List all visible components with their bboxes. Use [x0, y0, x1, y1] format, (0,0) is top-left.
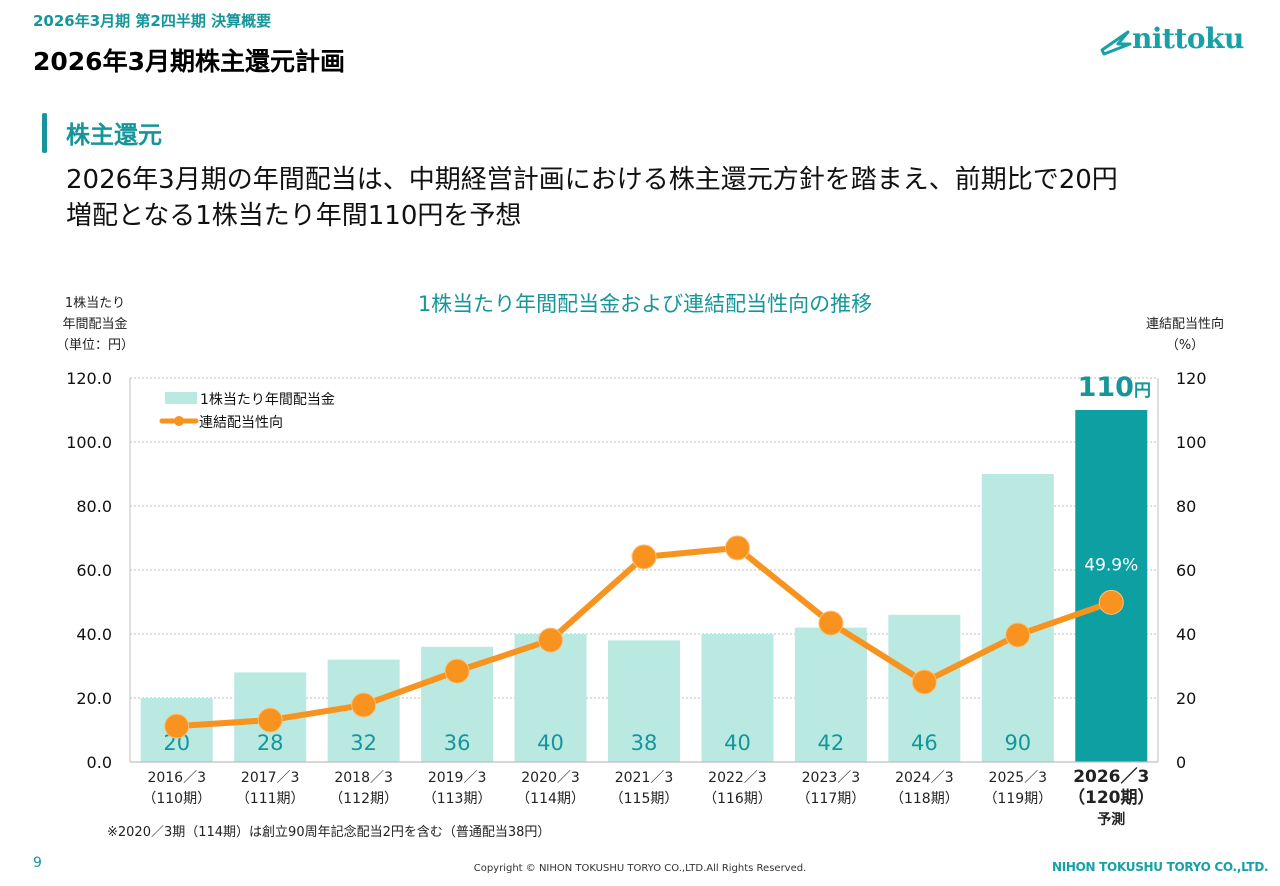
bar-value-label: 42 — [818, 731, 845, 755]
bar — [794, 627, 867, 762]
y-axis-left-label-line: 年間配当金 — [62, 317, 128, 332]
bar — [1075, 410, 1148, 762]
payout-ratio-point — [444, 658, 470, 684]
x-tick-year: 2026／3 — [1073, 766, 1149, 787]
y-tick-left: 40.0 — [76, 625, 112, 644]
y-tick-left: 120.0 — [66, 369, 112, 388]
bar — [608, 640, 680, 762]
y-axis-right-label-line: （%） — [1165, 338, 1205, 353]
x-tick-period: （117期） — [797, 791, 866, 807]
y-tick-right: 100 — [1176, 433, 1207, 452]
y-tick-right: 60 — [1176, 561, 1196, 580]
x-tick-year: 2017／3 — [241, 770, 300, 786]
x-tick-period: （110期） — [142, 791, 211, 807]
copyright: Copyright © NIHON TOKUSHU TORYO CO.,LTD.… — [473, 863, 807, 874]
lead-text: 2026年3月期の年間配当は、中期経営計画における株主還元方針を踏まえ、前期比で… — [66, 162, 1246, 234]
bar-value-label: 28 — [257, 731, 284, 755]
logo-mark-icon — [1100, 30, 1132, 56]
y-tick-left: 0.0 — [87, 753, 112, 772]
x-tick-period: （111期） — [236, 791, 305, 807]
x-tick-period: （116期） — [703, 791, 772, 807]
copyright-wrap: Copyright © NIHON TOKUSHU TORYO CO.,LTD.… — [0, 863, 1280, 874]
legend-line-marker — [174, 416, 184, 426]
lead-line-1: 2026年3月期の年間配当は、中期経営計画における株主還元方針を踏まえ、前期比で… — [66, 165, 1118, 195]
bar-value-label: 32 — [350, 731, 377, 755]
y-tick-right: 40 — [1176, 625, 1196, 644]
bar — [701, 634, 774, 762]
y-tick-left: 20.0 — [76, 689, 112, 708]
x-tick-year: 2022／3 — [708, 770, 767, 786]
payout-ratio-point — [351, 692, 377, 718]
x-tick-period: （114期） — [516, 791, 585, 807]
payout-ratio-point — [631, 544, 657, 570]
payout-ratio-point — [1098, 589, 1124, 615]
x-tick-period: （118期） — [890, 791, 959, 807]
highlight-bar-unit: 円 — [1134, 381, 1151, 401]
x-tick-note: 予測 — [1097, 811, 1125, 828]
bar — [514, 634, 587, 762]
y-tick-left: 60.0 — [76, 561, 112, 580]
section-title: 株主還元 — [66, 121, 162, 149]
y-axis-left-label-line: 1株当たり — [64, 296, 126, 311]
lead-line-2: 増配となる1株当たり年間110円を予想 — [66, 201, 522, 231]
x-tick-period: （112期） — [329, 791, 398, 807]
x-tick-year: 2016／3 — [147, 770, 206, 786]
chart-title-wrap: 1株当たり年間配当金および連結配当性向の推移 — [0, 288, 1280, 318]
y-axis-right-label: 連結配当性向 （%） — [1130, 314, 1240, 356]
page-title: 2026年3月期株主還元計画 — [33, 47, 345, 76]
y-tick-left: 80.0 — [76, 497, 112, 516]
x-tick-period: （113期） — [423, 791, 492, 807]
payout-ratio-point — [818, 610, 844, 636]
company-name: NIHON TOKUSHU TORYO CO.,LTD. — [1052, 860, 1269, 874]
y-tick-left: 100.0 — [66, 433, 112, 452]
y-tick-right: 20 — [1176, 689, 1196, 708]
y-axis-left-label: 1株当たり 年間配当金 （単位：円） — [40, 293, 150, 356]
x-tick-period: （119期） — [983, 791, 1052, 807]
highlight-bar-label: 110円 — [1078, 372, 1151, 403]
logo-text: nittoku — [1132, 22, 1244, 55]
bar-value-label: 40 — [537, 731, 564, 755]
legend-line-label: 連結配当性向 — [199, 415, 283, 431]
deck-subtitle: 2026年3月期 第2四半期 決算概要 — [33, 12, 272, 30]
payout-ratio-point — [164, 713, 190, 739]
bar-value-label: 40 — [724, 731, 751, 755]
highlight-line-label: 49.9% — [1084, 555, 1138, 575]
footnote: ※2020／3期（114期）は創立90周年記念配当2円を含む（普通配当38円） — [107, 825, 551, 840]
y-axis-left-label-line: （単位：円） — [55, 338, 134, 353]
x-tick-year: 2019／3 — [428, 770, 487, 786]
y-tick-right: 120 — [1176, 369, 1207, 388]
x-tick-year: 2021／3 — [615, 770, 674, 786]
company-logo: nittoku — [1098, 22, 1258, 60]
bar-value-label: 36 — [444, 731, 471, 755]
bar-value-label: 46 — [911, 731, 938, 755]
x-tick-year: 2020／3 — [521, 770, 580, 786]
legend-bar-swatch — [165, 392, 197, 404]
bar-value-label: 90 — [1004, 731, 1031, 755]
x-tick-year: 2024／3 — [895, 770, 954, 786]
legend-bar-label: 1株当たり年間配当金 — [200, 392, 335, 408]
section-accent-bar — [42, 113, 47, 153]
x-tick-year: 2025／3 — [989, 770, 1048, 786]
x-tick-year: 2023／3 — [802, 770, 861, 786]
y-tick-right: 0 — [1176, 753, 1186, 772]
payout-ratio-point — [257, 707, 283, 733]
payout-ratio-point — [538, 627, 564, 653]
payout-ratio-point — [724, 535, 750, 561]
x-tick-period: （115期） — [610, 791, 679, 807]
page-number: 9 — [33, 855, 42, 871]
y-tick-right: 80 — [1176, 497, 1196, 516]
payout-ratio-point — [911, 669, 937, 695]
chart-title: 1株当たり年間配当金および連結配当性向の推移 — [417, 292, 873, 316]
y-axis-right-label-line: 連結配当性向 — [1145, 317, 1224, 332]
bar — [981, 474, 1054, 762]
highlight-bar-value: 110 — [1078, 372, 1134, 403]
x-tick-year: 2018／3 — [334, 770, 393, 786]
x-tick-period: （120期） — [1068, 787, 1155, 808]
bar-value-label: 38 — [631, 731, 658, 755]
payout-ratio-point — [1005, 622, 1031, 648]
